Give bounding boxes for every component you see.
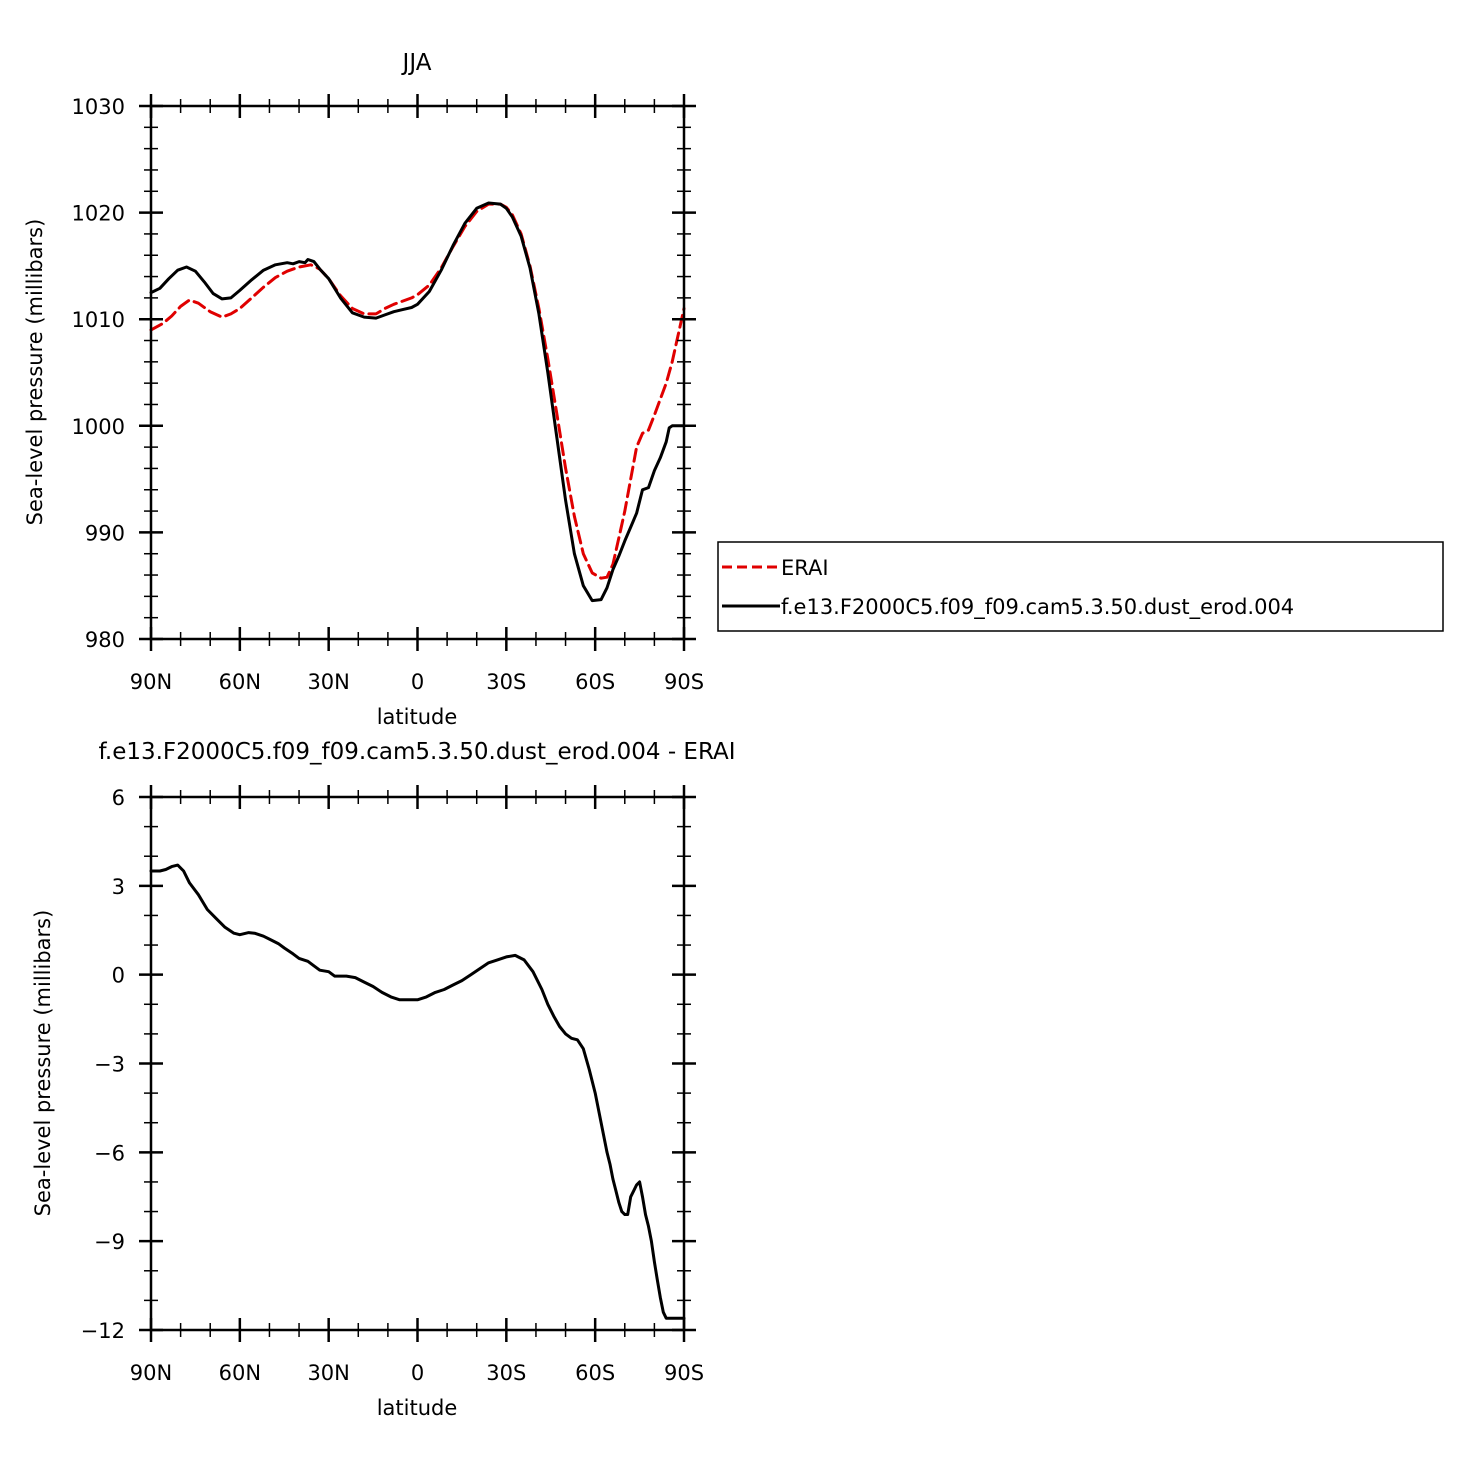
bottom-panel-y-axis-title: Sea-level pressure (millibars) xyxy=(31,910,55,1217)
legend-label-erai: ERAI xyxy=(781,556,829,580)
bottom-panel-x-tick-labels: 90N 60N 30N 0 30S 60S 90S xyxy=(130,1361,704,1385)
x-tick-label: 0 xyxy=(411,1361,424,1385)
x-tick-label: 60N xyxy=(219,1361,261,1385)
y-tick-label: −12 xyxy=(81,1319,125,1343)
panel-bottom: f.e13.F2000C5.f09_f09.cam5.3.50.dust_ero… xyxy=(31,739,736,1420)
x-tick-label: 30S xyxy=(486,1361,526,1385)
x-tick-label: 90N xyxy=(130,670,172,694)
y-tick-label: 1030 xyxy=(72,95,125,119)
x-tick-label: 90S xyxy=(664,1361,704,1385)
y-tick-label: 6 xyxy=(112,786,125,810)
y-tick-label: 980 xyxy=(85,628,125,652)
legend: ERAI f.e13.F2000C5.f09_f09.cam5.3.50.dus… xyxy=(717,541,1444,632)
y-tick-label: −9 xyxy=(94,1230,125,1254)
x-tick-label: 60N xyxy=(219,670,261,694)
x-tick-label: 90N xyxy=(130,1361,172,1385)
y-tick-label: 3 xyxy=(112,875,125,899)
top-panel-x-tick-labels: 90N 60N 30N 0 30S 60S 90S xyxy=(130,670,704,694)
x-tick-label: 30S xyxy=(486,670,526,694)
panel-top: JJA 90N 60N 30N 0 30S 60S 90S 980 990 1000 1010 10… xyxy=(23,50,1444,729)
top-panel-plot-area xyxy=(149,201,686,603)
top-panel-y-tick-labels: 980 990 1000 1010 1020 1030 xyxy=(72,95,125,652)
bottom-panel-x-axis-title: latitude xyxy=(377,1396,458,1420)
y-tick-label: 990 xyxy=(85,521,125,545)
x-tick-label: 60S xyxy=(575,670,615,694)
x-tick-label: 60S xyxy=(575,1361,615,1385)
legend-label-model: f.e13.F2000C5.f09_f09.cam5.3.50.dust_ero… xyxy=(781,595,1294,620)
y-tick-label: 1010 xyxy=(72,308,125,332)
x-tick-label: 30N xyxy=(307,1361,349,1385)
bottom-panel-y-tick-labels: −12 −9 −6 −3 0 3 6 xyxy=(81,786,125,1343)
y-tick-label: −3 xyxy=(94,1053,125,1077)
bottom-panel-ticks xyxy=(139,785,696,1342)
legend-box xyxy=(717,541,1444,632)
bottom-panel-title: f.e13.F2000C5.f09_f09.cam5.3.50.dust_ero… xyxy=(98,739,735,765)
top-panel-ticks xyxy=(139,94,696,651)
top-panel-x-axis-title: latitude xyxy=(377,705,458,729)
x-tick-label: 30N xyxy=(307,670,349,694)
top-panel-title: JJA xyxy=(401,50,432,76)
top-series-line-1 xyxy=(149,201,686,603)
bottom-panel-plot-area xyxy=(149,863,686,1320)
x-tick-label: 90S xyxy=(664,670,704,694)
y-tick-label: 1000 xyxy=(72,415,125,439)
top-panel-y-axis-title: Sea-level pressure (millibars) xyxy=(23,219,47,526)
y-tick-label: 0 xyxy=(112,964,125,988)
x-tick-label: 0 xyxy=(411,670,424,694)
y-tick-label: −6 xyxy=(94,1141,125,1165)
bottom-series-line-0 xyxy=(149,863,686,1320)
y-tick-label: 1020 xyxy=(72,202,125,226)
